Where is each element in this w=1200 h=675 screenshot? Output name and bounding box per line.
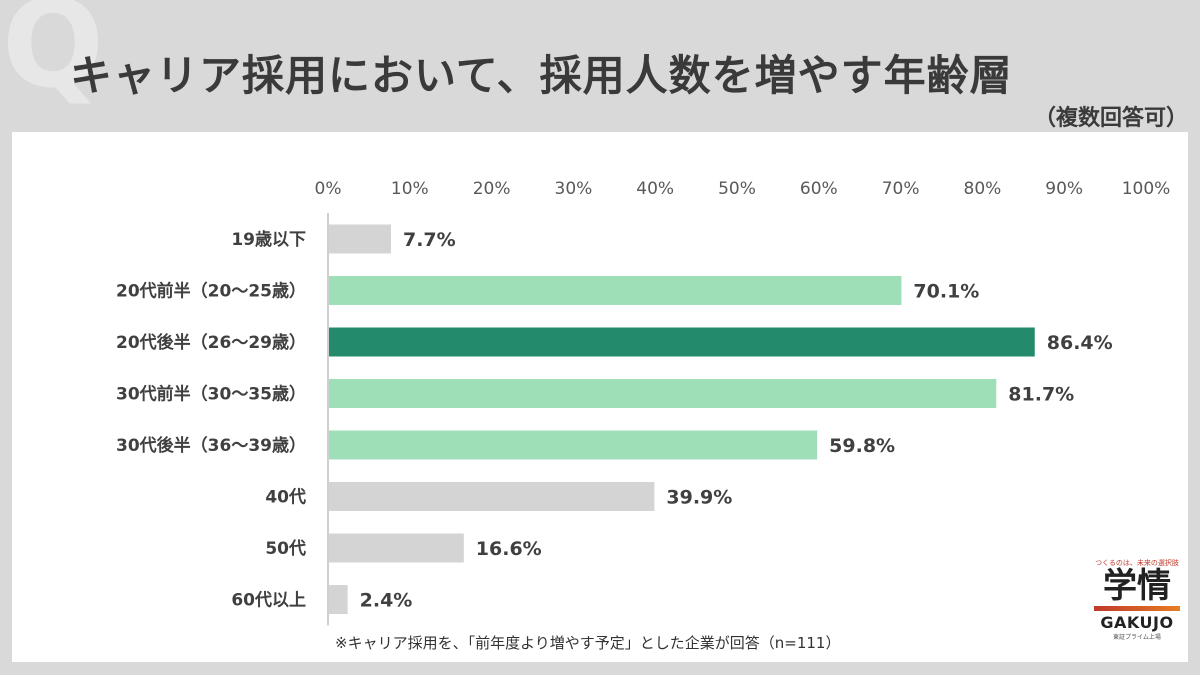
- x-tick-label: 100%: [1122, 179, 1171, 199]
- x-tick-label: 50%: [718, 179, 756, 199]
- value-label: 59.8%: [829, 435, 895, 457]
- bar: [329, 482, 655, 511]
- category-label: 20代後半（26〜29歳）: [116, 332, 306, 353]
- q-watermark: Q: [2, 0, 105, 115]
- x-tick-label: 60%: [800, 179, 838, 199]
- bar: [329, 224, 391, 254]
- logo-tagline: つくるのは、未来の選択肢: [1095, 559, 1179, 567]
- bar-chart: 0% 10% 20% 30% 40% 50% 60% 70% 80% 90% 100% 19歳以下 7.…: [116, 179, 1171, 626]
- bar: [329, 379, 997, 408]
- logo-kanji: 学情: [1103, 566, 1171, 606]
- category-label: 60代以上: [231, 590, 306, 611]
- x-tick-label: 30%: [555, 179, 593, 199]
- page-title: キャリア採用において、採用人数を増やす年齢層: [70, 51, 1013, 100]
- x-tick-label: 90%: [1045, 179, 1083, 199]
- footnote: ※キャリア採用を、「前年度より増やす予定」とした企業が回答（n=111）: [335, 634, 841, 652]
- bar: [329, 430, 818, 460]
- x-tick-label: 20%: [473, 179, 511, 199]
- bar: [329, 585, 348, 614]
- value-label: 7.7%: [403, 229, 456, 251]
- logo-name: GAKUJO: [1100, 613, 1174, 633]
- value-label: 81.7%: [1008, 384, 1074, 406]
- value-label: 39.9%: [666, 487, 732, 509]
- page-subtitle: （複数回答可）: [1033, 106, 1188, 131]
- x-tick-label: 0%: [315, 179, 342, 199]
- category-label: 30代前半（30〜35歳）: [116, 384, 306, 405]
- bar: [329, 327, 1035, 357]
- x-tick-label: 80%: [964, 179, 1002, 199]
- logo-accent-bar: [1094, 606, 1180, 612]
- value-label: 2.4%: [360, 590, 413, 612]
- category-label: 20代前半（20〜25歳）: [116, 281, 306, 302]
- chart-panel: 0% 10% 20% 30% 40% 50% 60% 70% 80% 90% 100% 19歳以下 7.…: [12, 132, 1188, 662]
- value-label: 86.4%: [1047, 332, 1113, 354]
- bar: [329, 276, 902, 305]
- bar: [329, 533, 464, 563]
- logo-sub: 東証プライム上場: [1113, 634, 1161, 642]
- category-label: 19歳以下: [231, 229, 306, 250]
- category-label: 50代: [265, 538, 306, 559]
- value-label: 70.1%: [913, 281, 979, 303]
- x-tick-label: 10%: [391, 179, 429, 199]
- category-label: 30代後半（36〜39歳）: [116, 435, 306, 456]
- company-logo: つくるのは、未来の選択肢 学情 GAKUJO 東証プライム上場: [1088, 558, 1186, 641]
- value-label: 16.6%: [476, 538, 542, 560]
- x-tick-label: 70%: [882, 179, 920, 199]
- x-tick-label: 40%: [636, 179, 674, 199]
- category-label: 40代: [265, 487, 306, 508]
